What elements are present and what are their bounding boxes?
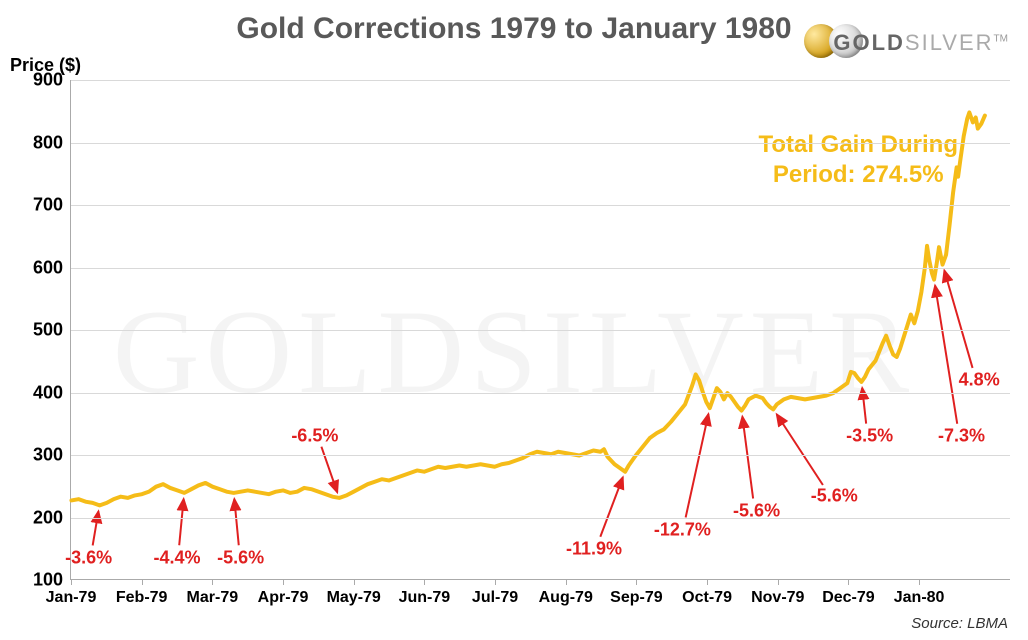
correction-annotation: -4.4%: [153, 548, 200, 569]
x-tick-mark: [283, 579, 284, 585]
x-tick-label: Mar-79: [187, 589, 239, 607]
x-tick-label: Jun-79: [399, 589, 451, 607]
logo-gold-text: GOLD: [833, 30, 905, 55]
x-tick-label: Oct-79: [682, 589, 732, 607]
x-tick-mark: [142, 579, 143, 585]
x-tick-label: May-79: [327, 589, 381, 607]
x-tick-label: Feb-79: [116, 589, 168, 607]
correction-annotation: -5.6%: [217, 548, 264, 569]
brand-logo: GOLDSILVERTM: [833, 30, 1008, 56]
x-tick-label: Nov-79: [751, 589, 804, 607]
correction-annotation: -7.3%: [938, 426, 985, 447]
x-tick-mark: [354, 579, 355, 585]
x-tick-label: Aug-79: [539, 589, 593, 607]
y-tick-label: 600: [33, 257, 63, 278]
x-tick-mark: [707, 579, 708, 585]
gridline: [71, 518, 1010, 519]
source-attribution: Source: LBMA: [911, 615, 1008, 632]
logo-silver-text: SILVER: [905, 30, 994, 55]
y-tick-label: 400: [33, 382, 63, 403]
correction-annotation: -5.6%: [733, 501, 780, 522]
x-tick-label: Apr-79: [258, 589, 309, 607]
y-tick-label: 100: [33, 570, 63, 591]
y-tick-label: 200: [33, 507, 63, 528]
gridline: [71, 330, 1010, 331]
x-tick-mark: [495, 579, 496, 585]
x-tick-label: Jan-80: [894, 589, 945, 607]
x-tick-mark: [636, 579, 637, 585]
logo-tm: TM: [994, 34, 1008, 45]
plot-area: 100200300400500600700800900Jan-79Feb-79M…: [70, 80, 1010, 580]
x-tick-label: Jul-79: [472, 589, 518, 607]
x-tick-label: Dec-79: [822, 589, 874, 607]
gridline: [71, 205, 1010, 206]
correction-annotation: -3.6%: [65, 548, 112, 569]
gridline: [71, 393, 1010, 394]
correction-annotation: 4.8%: [959, 370, 1000, 391]
gridline: [71, 143, 1010, 144]
gridline: [71, 268, 1010, 269]
correction-annotation: -5.6%: [811, 485, 858, 506]
x-tick-mark: [919, 579, 920, 585]
x-tick-mark: [778, 579, 779, 585]
correction-annotation: -3.5%: [846, 426, 893, 447]
x-tick-mark: [566, 579, 567, 585]
chart-container: Gold Corrections 1979 to January 1980 Pr…: [0, 0, 1028, 640]
x-tick-label: Jan-79: [46, 589, 97, 607]
gridline: [71, 455, 1010, 456]
correction-annotation: -11.9%: [566, 538, 622, 559]
y-tick-label: 300: [33, 445, 63, 466]
y-tick-label: 800: [33, 132, 63, 153]
gridline: [71, 80, 1010, 81]
correction-annotation: -6.5%: [291, 426, 338, 447]
correction-annotation: -12.7%: [654, 520, 711, 541]
y-tick-label: 900: [33, 70, 63, 91]
x-tick-mark: [424, 579, 425, 585]
x-tick-label: Sep-79: [610, 589, 662, 607]
y-tick-label: 700: [33, 195, 63, 216]
x-tick-mark: [212, 579, 213, 585]
x-tick-mark: [848, 579, 849, 585]
y-tick-label: 500: [33, 320, 63, 341]
x-tick-mark: [71, 579, 72, 585]
